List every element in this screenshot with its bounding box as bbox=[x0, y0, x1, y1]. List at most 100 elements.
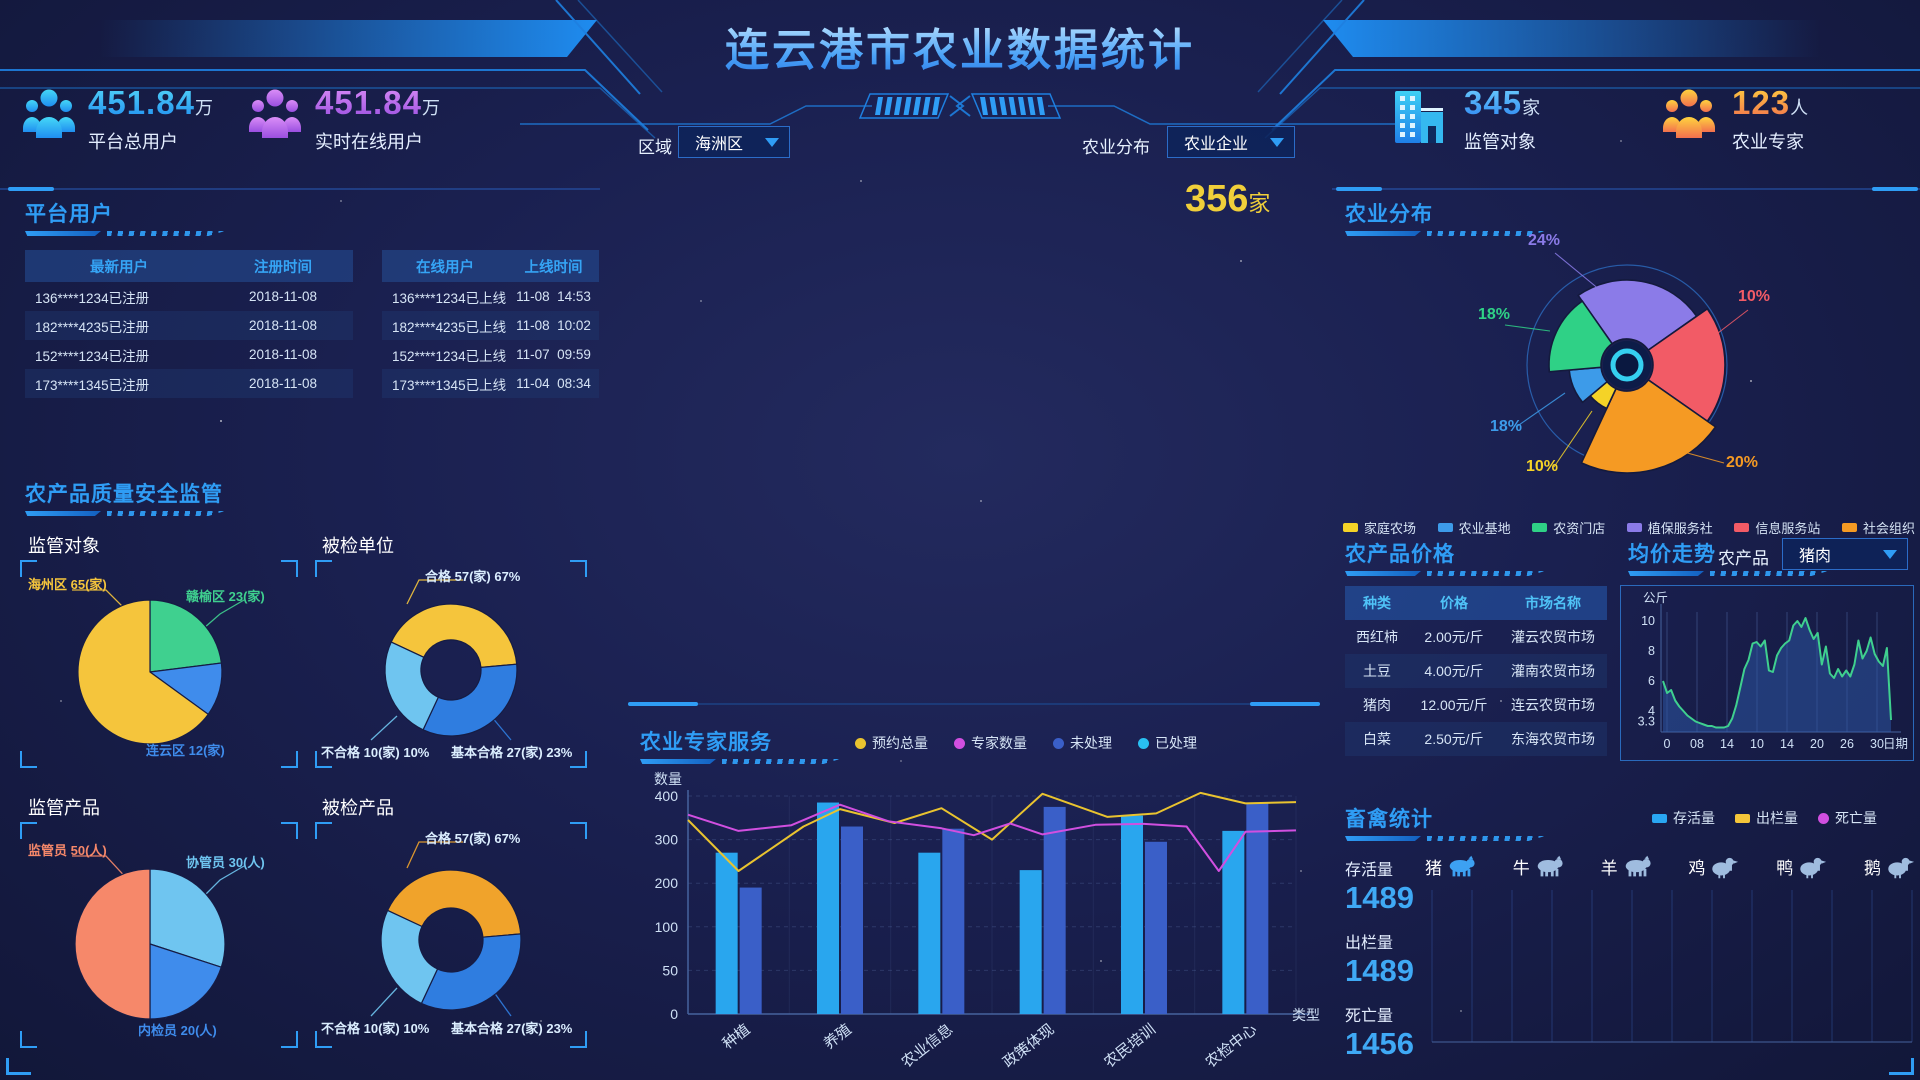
chevron-down-icon bbox=[1883, 549, 1897, 559]
animal-tab-鸡[interactable]: 鸡 bbox=[1688, 854, 1739, 879]
animal-tab-牛[interactable]: 牛 bbox=[1513, 854, 1564, 879]
online-users-icon bbox=[249, 89, 301, 138]
legend-label: 存活量 bbox=[1673, 810, 1715, 826]
distribution-dropdown[interactable]: 农业企业 bbox=[1167, 126, 1295, 158]
section-title-quality: 农产品质量安全监管 bbox=[25, 483, 223, 506]
animal-label: 鸡 bbox=[1688, 859, 1706, 878]
table-row: 182****4235已注册 2018-11-08 bbox=[25, 311, 353, 340]
animal-label: 鹅 bbox=[1863, 859, 1881, 878]
animal-label: 牛 bbox=[1512, 859, 1530, 878]
animal-label: 猪 bbox=[1425, 859, 1442, 878]
stat-label: 存活量 bbox=[1345, 862, 1394, 879]
chart-subtitle: 被检产品 bbox=[322, 798, 394, 818]
legend-item[interactable]: 专家数量 bbox=[954, 733, 1027, 753]
rose-percent-label: 18% bbox=[1490, 418, 1522, 435]
table-header: 在线用户 上线时间 bbox=[382, 250, 599, 282]
legend-item[interactable]: 预约总量 bbox=[855, 733, 928, 753]
animal-tab-猪[interactable]: 猪 bbox=[1425, 854, 1476, 879]
svg-text:30: 30 bbox=[1870, 737, 1884, 751]
livestock-stat: 存活量 1489 bbox=[1345, 856, 1414, 916]
svg-text:10: 10 bbox=[1750, 737, 1764, 751]
legend-item[interactable]: 已处理 bbox=[1138, 733, 1197, 753]
legend-label: 出栏量 bbox=[1756, 810, 1798, 826]
animal-tab-鹅[interactable]: 鹅 bbox=[1864, 854, 1915, 879]
legend-item[interactable]: 出栏量 bbox=[1735, 808, 1798, 828]
legend-swatch bbox=[1437, 523, 1453, 532]
table-header: 种类 价格 市场名称 bbox=[1345, 586, 1607, 620]
svg-text:14: 14 bbox=[1780, 737, 1794, 751]
animal-icon bbox=[1449, 855, 1475, 876]
animal-icon bbox=[1537, 855, 1563, 876]
legend-label: 农业基地 bbox=[1458, 521, 1511, 536]
legend-swatch bbox=[1818, 812, 1829, 824]
title-underline bbox=[1628, 570, 1718, 577]
pie-label: 协管员 30(人) bbox=[186, 855, 265, 870]
table-row: 136****1234已注册 2018-11-08 bbox=[35, 289, 318, 306]
legend-item[interactable]: 农业基地 bbox=[1437, 518, 1511, 537]
expert-legend: 预约总量 专家数量 未处理 已处理 bbox=[855, 733, 1197, 753]
animal-icon bbox=[1712, 857, 1739, 878]
price-trend-box: 0 08 14 10 14 20 26 30 日期 10 8 6 4 3.3 公斤 bbox=[1620, 585, 1914, 761]
livestock-legend: 存活量 出栏量 死亡量 bbox=[1652, 808, 1877, 828]
animal-tab-羊[interactable]: 羊 bbox=[1601, 854, 1652, 879]
svg-text:400: 400 bbox=[655, 788, 679, 804]
chevron-down-icon bbox=[1270, 137, 1284, 147]
table-header: 最新用户 注册时间 bbox=[25, 250, 353, 282]
svg-text:100: 100 bbox=[655, 919, 679, 935]
chart-subtitle: 被检单位 bbox=[322, 536, 394, 556]
animal-icon bbox=[1888, 857, 1915, 878]
legend-item[interactable]: 农资门店 bbox=[1532, 518, 1605, 537]
animal-tab-鸭[interactable]: 鸭 bbox=[1776, 854, 1827, 879]
table-row: 182****4235已上线 11-08 10:02 bbox=[382, 311, 599, 340]
region-dropdown[interactable]: 海洲区 bbox=[678, 126, 790, 158]
svg-text:3.3: 3.3 bbox=[1638, 715, 1655, 729]
legend-item[interactable]: 信息服务站 bbox=[1734, 518, 1820, 537]
legend-label: 信息服务站 bbox=[1755, 521, 1821, 536]
legend-label: 专家数量 bbox=[971, 735, 1027, 751]
legend-swatch bbox=[1652, 813, 1667, 823]
legend-swatch bbox=[954, 737, 965, 749]
legend-item[interactable]: 未处理 bbox=[1053, 733, 1112, 753]
svg-text:300: 300 bbox=[655, 832, 679, 848]
enterprise-count: 356家 bbox=[1185, 178, 1271, 220]
pie-label: 不合格 10(家) 10% bbox=[321, 745, 430, 760]
legend-item[interactable]: 植保服务社 bbox=[1626, 518, 1713, 537]
legend-item[interactable]: 社会组织 bbox=[1841, 518, 1915, 537]
legend-label: 农资门店 bbox=[1553, 521, 1606, 536]
legend-label: 死亡量 bbox=[1835, 810, 1877, 826]
region-value: 海洲区 bbox=[695, 136, 744, 153]
stat-label: 死亡量 bbox=[1345, 1008, 1394, 1025]
svg-text:200: 200 bbox=[655, 875, 679, 891]
title-underline bbox=[1345, 835, 1465, 842]
table-row: 白菜 2.50元/斤 东海农贸市场 bbox=[1345, 722, 1607, 756]
price-trend-chart: 0 08 14 10 14 20 26 30 日期 10 8 6 43.3 公斤 bbox=[1638, 591, 1908, 751]
map-slider[interactable] bbox=[628, 700, 1320, 708]
stat-experts: 123人 农业专家 bbox=[1732, 84, 1809, 152]
pie-label: 监管员 50(人) bbox=[28, 843, 107, 858]
table-row: 152****1234已上线 11-07 09:59 bbox=[392, 347, 591, 364]
pie-label: 连云区 12(家) bbox=[146, 743, 225, 758]
register-table: 最新用户 注册时间 136****1234已注册 2018-11-08 182****4… bbox=[25, 250, 353, 398]
legend-item[interactable]: 家庭农场 bbox=[1343, 518, 1416, 537]
legend-item[interactable]: 死亡量 bbox=[1818, 808, 1877, 828]
legend-swatch bbox=[1735, 813, 1750, 823]
svg-text:0: 0 bbox=[1664, 737, 1671, 751]
rose-percent-label: 10% bbox=[1526, 458, 1558, 475]
title-underline bbox=[1345, 570, 1525, 577]
distribution-value: 农业企业 bbox=[1184, 136, 1249, 153]
legend-item[interactable]: 存活量 bbox=[1652, 808, 1715, 828]
table-row: 猪肉 12.00元/斤 连云农贸市场 bbox=[1363, 697, 1595, 713]
region-label: 区域 bbox=[638, 138, 672, 157]
section-title-trend: 均价走势 bbox=[1628, 543, 1716, 566]
legend-label: 已处理 bbox=[1155, 735, 1197, 751]
agri-legend: 家庭农场 农业基地 农资门店 植保服务社 信息服务站 社会组织 bbox=[1343, 518, 1915, 537]
product-dropdown[interactable]: 猪肉 bbox=[1782, 538, 1908, 570]
animal-label: 羊 bbox=[1600, 859, 1618, 878]
svg-text:养殖: 养殖 bbox=[821, 1021, 855, 1053]
table-row: 152****1234已注册 2018-11-08 bbox=[35, 347, 318, 364]
legend-label: 预约总量 bbox=[872, 735, 928, 751]
donut-chart-inspected-units: 合格 57(家) 67% 不合格 10(家) 10% 基本合格 27(家) 23% bbox=[315, 560, 587, 768]
title-underline bbox=[25, 510, 345, 517]
product-label: 农产品 bbox=[1718, 549, 1769, 568]
